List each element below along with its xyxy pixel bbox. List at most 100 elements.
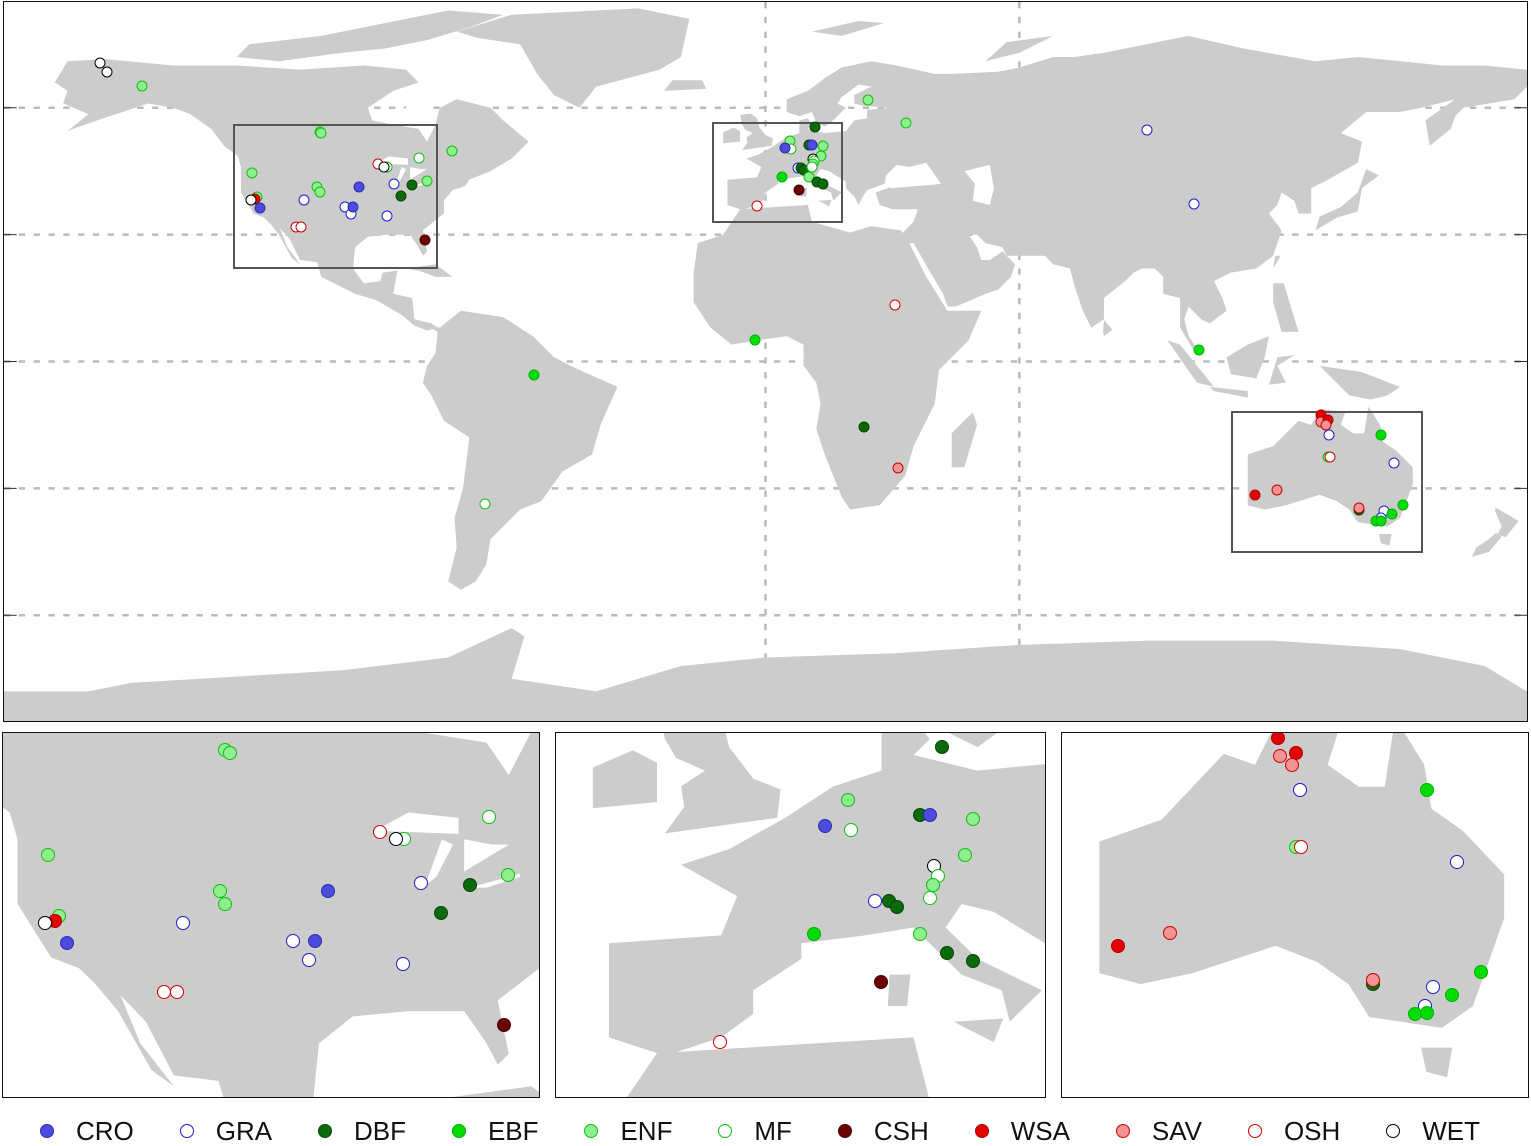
site-marker-osh: [373, 824, 388, 839]
landmass: [1472, 532, 1502, 557]
legend-item-enf: ENF: [584, 1117, 672, 1145]
site-marker-dbf: [858, 421, 870, 433]
csh-marker-icon: [837, 1124, 852, 1138]
legend-label: GRA: [215, 1116, 273, 1146]
landmass: [1273, 283, 1299, 332]
legend-label: OSH: [1283, 1116, 1341, 1146]
landmass: [953, 1018, 1004, 1043]
site-marker-osh: [170, 984, 185, 999]
legend-label: WET: [1422, 1116, 1480, 1146]
site-marker-enf: [222, 746, 237, 761]
site-marker-mf: [481, 809, 496, 824]
site-marker-osh: [156, 984, 171, 999]
australia-map: [1099, 733, 1505, 1078]
landmass: [1167, 340, 1214, 387]
site-marker-gra: [1425, 980, 1440, 995]
site-marker-ebf: [1397, 499, 1409, 511]
legend-label: DBF: [354, 1116, 406, 1146]
site-marker-ebf: [807, 926, 822, 941]
inland-water: [964, 164, 994, 206]
land-masses: [3, 733, 539, 1097]
site-marker-csh: [874, 975, 889, 990]
site-marker-gra: [1141, 124, 1153, 136]
site-marker-wsa: [1249, 489, 1261, 501]
landmass: [1421, 1047, 1453, 1078]
site-marker-csh: [497, 1018, 512, 1033]
landmass: [818, 199, 832, 207]
site-marker-gra: [395, 956, 410, 971]
landmass: [627, 1037, 929, 1097]
site-marker-ebf: [1445, 988, 1460, 1003]
site-marker-wsa: [1270, 733, 1285, 746]
site-marker-dbf: [433, 906, 448, 921]
site-marker-ebf: [1386, 508, 1398, 520]
landmass: [723, 127, 741, 144]
site-marker-ebf: [749, 334, 760, 345]
site-marker-enf: [212, 883, 227, 898]
landmass: [1268, 355, 1295, 385]
site-marker-osh: [1293, 840, 1308, 855]
landmass: [1226, 336, 1269, 379]
landmass: [422, 310, 618, 590]
site-marker-cro: [307, 934, 322, 949]
site-marker-sav: [1366, 972, 1381, 987]
legend-item-ebf: EBF: [451, 1117, 539, 1145]
north-america-map: [3, 733, 539, 1097]
site-marker-wet: [94, 57, 106, 69]
landmass: [456, 8, 690, 108]
legend-item-dbf: DBF: [318, 1117, 406, 1145]
site-marker-mf: [922, 890, 937, 905]
europe-map: [592, 733, 1045, 1097]
inland-water: [374, 812, 459, 834]
site-marker-osh: [712, 1035, 727, 1050]
site-marker-wsa: [1111, 938, 1126, 953]
site-marker-cro: [806, 139, 818, 151]
landmass: [1103, 320, 1113, 337]
site-marker-cro: [353, 181, 365, 193]
europe-inset-box: [712, 122, 843, 223]
site-marker-gra: [1323, 429, 1335, 441]
site-marker-gra: [381, 210, 393, 222]
landmass: [1378, 534, 1392, 546]
site-marker-dbf: [395, 190, 407, 202]
site-marker-dbf: [965, 953, 980, 968]
legend-label: CSH: [873, 1116, 929, 1146]
site-marker-wet: [101, 66, 113, 78]
site-marker-sav: [1272, 749, 1287, 764]
site-marker-ebf: [776, 171, 788, 183]
site-marker-gra: [388, 178, 400, 190]
site-marker-csh: [419, 234, 431, 246]
site-marker-enf: [421, 175, 433, 187]
landmass: [1273, 255, 1281, 269]
site-marker-ebf: [528, 369, 540, 381]
landmass: [663, 80, 707, 91]
site-marker-dbf: [890, 900, 905, 915]
site-marker-gra: [286, 934, 301, 949]
landmass: [1315, 169, 1379, 231]
site-marker-sav: [892, 462, 904, 474]
site-marker-mf: [479, 498, 491, 510]
legend-item-wet: WET: [1386, 1117, 1480, 1145]
sav-marker-icon: [1115, 1124, 1130, 1138]
landmass: [1099, 733, 1505, 1028]
site-marker-gra: [301, 952, 316, 967]
site-marker-dbf: [406, 179, 418, 191]
site-marker-enf: [900, 117, 912, 129]
site-marker-osh: [889, 299, 901, 311]
osh-marker-icon: [1247, 1124, 1262, 1138]
site-marker-enf: [862, 94, 874, 106]
site-marker-cro: [922, 807, 937, 822]
landmass: [54, 59, 529, 331]
north-america-inset: [2, 732, 540, 1098]
site-marker-sav: [1353, 502, 1365, 514]
site-marker-ebf: [1420, 783, 1435, 797]
site-marker-cro: [779, 142, 791, 154]
site-marker-sav: [1285, 757, 1300, 772]
landmass: [608, 733, 1045, 1054]
cro-marker-icon: [40, 1124, 54, 1138]
site-marker-osh: [1324, 451, 1336, 463]
landmass: [663, 733, 781, 834]
wet-marker-icon: [1386, 1124, 1401, 1138]
site-marker-enf: [315, 127, 327, 139]
site-marker-enf: [446, 145, 458, 157]
